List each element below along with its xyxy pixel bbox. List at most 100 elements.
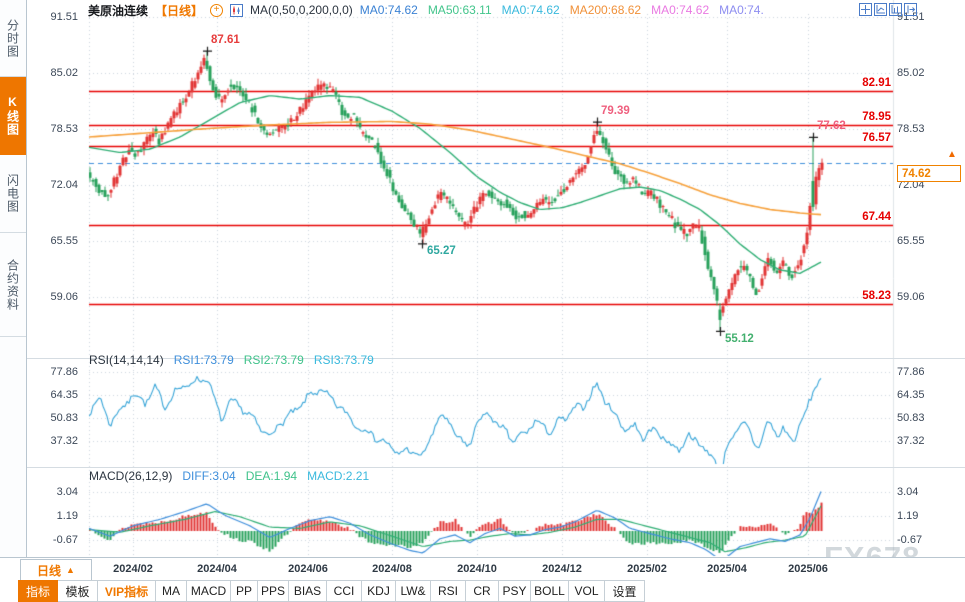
scale-time-icon[interactable] [889, 3, 902, 16]
toolbar-item-7[interactable]: PPS [258, 580, 289, 602]
macd-value-1: DIFF:3.04 [182, 469, 236, 483]
date-tick-2025-04: 2025/04 [707, 563, 747, 575]
main-axis-right-5: 65.55 [897, 234, 925, 247]
annotation-87.61: 87.61 [211, 33, 240, 46]
macd-values-group: DIFF:3.04 DEA:1.94 MACD:2.21 [182, 469, 369, 483]
toolbar-item-15[interactable]: BOLL [531, 580, 569, 602]
date-tick-2025-02: 2025/02 [627, 563, 667, 575]
level-label-58.23: 58.23 [862, 290, 891, 303]
main-axis-left-6: 59.06 [50, 290, 78, 303]
toolbar-item-2[interactable]: 模板 [58, 580, 98, 602]
macd-axis-right-2: 1.19 [897, 509, 919, 522]
period-selector-label: 日线 [37, 563, 62, 578]
dropdown-up-icon: ▲ [66, 565, 75, 575]
kline-chart-icon[interactable] [230, 3, 244, 17]
toolbar-item-11[interactable]: LW& [396, 580, 431, 602]
sidebar-item-4[interactable]: 合约资料 [0, 233, 26, 337]
sidebar-item-3[interactable]: 闪电图 [0, 155, 26, 233]
macd-axis-left-1: 3.04 [56, 485, 78, 498]
level-label-67.44: 67.44 [862, 210, 891, 223]
main-axis-left-1: 91.51 [50, 11, 78, 23]
scale-axis-icon[interactable] [874, 3, 887, 16]
toolbar-item-13[interactable]: CR [466, 580, 499, 602]
toolbar-item-17[interactable]: 设置 [605, 580, 645, 602]
ma-value-3: MA0:74.62 [501, 3, 560, 17]
toolbar-item-16[interactable]: VOL [569, 580, 605, 602]
main-axis-left-2: 85.02 [50, 66, 78, 79]
rsi-axis-right-3: 50.83 [897, 412, 925, 424]
main-axis-right-3: 78.53 [897, 122, 925, 135]
ma-value-5: MA0:74.62 [651, 3, 710, 17]
sidebar-item-2[interactable]: K线图 [0, 77, 26, 155]
main-axis-left-5: 65.55 [50, 234, 78, 247]
macd-axis-right-3: -0.67 [897, 533, 923, 546]
left-sidebar: 分时图 K线图 闪电图 合约资料 [0, 0, 27, 557]
date-tick-2024-10: 2024/10 [457, 563, 497, 575]
date-tick-2024-08: 2024/08 [372, 563, 412, 575]
level-label-78.95: 78.95 [862, 111, 891, 124]
ma-value-2: MA50:63.11 [427, 3, 492, 17]
current-price-tag: 74.62 [897, 165, 961, 182]
ma-settings-label: MA(0,50,0,200,0,0) [250, 3, 353, 17]
macd-axis-left-2: 1.19 [56, 509, 78, 522]
annotation-55.12: 55.12 [725, 332, 754, 345]
annotation-77.62: 77.62 [817, 119, 846, 132]
ma-value-4: MA200:68.62 [569, 3, 642, 17]
ma-value-6: MA0:74. [719, 3, 764, 17]
macd-axis-left-3: -0.67 [52, 533, 78, 546]
rsi-axis-right-4: 37.32 [897, 434, 925, 447]
macd-value-2: DEA:1.94 [245, 469, 298, 483]
rsi-value-3: RSI3:73.79 [313, 353, 374, 367]
macd-axis-right-1: 3.04 [897, 485, 919, 498]
instrument-title: 美原油连续 [88, 3, 149, 18]
indicator-toolbar: 指标 模板 VIP指标 MA MACD PP PPS BIAS CCI KDJ LW& RSI CR PS… [18, 580, 645, 602]
toolbar-item-1[interactable]: 指标 [18, 580, 58, 602]
ma-values-group: MA0:74.62 MA50:63.11 MA0:74.62 MA200:68.62 M… [360, 3, 764, 17]
main-axis-left-4: 72.04 [50, 178, 78, 191]
period-selector[interactable]: 日线 ▲ [20, 559, 92, 581]
shift-right-icon[interactable] [904, 3, 917, 16]
rsi-values-group: RSI1:73.79 RSI2:73.79 RSI3:73.79 [174, 353, 374, 367]
toolbar-item-10[interactable]: KDJ [362, 580, 396, 602]
toolbar-item-4[interactable]: MA [156, 580, 187, 602]
main-axis-right-6: 59.06 [897, 290, 925, 303]
rsi-value-1: RSI1:73.79 [173, 353, 234, 367]
level-label-82.91: 82.91 [862, 77, 891, 90]
macd-value-3: MACD:2.21 [307, 469, 370, 483]
toolbar-item-12[interactable]: RSI [431, 580, 466, 602]
toolbar-item-9[interactable]: CCI [327, 580, 362, 602]
rsi-value-2: RSI2:73.79 [243, 353, 304, 367]
chart-header: 美原油连续 【日线】 + MA(0,50,0,200,0,0) MA0:74.6… [88, 2, 764, 18]
date-tick-2025-06: 2025/06 [788, 563, 828, 575]
sidebar-item-1[interactable]: 分时图 [0, 0, 26, 77]
current-price-value: 74.62 [902, 168, 931, 180]
main-axis-left-3: 78.53 [50, 122, 78, 135]
price-up-arrow-icon: ▲ [947, 149, 957, 160]
ma-value-1: MA0:74.62 [359, 3, 418, 17]
toolbar-item-3[interactable]: VIP指标 [98, 580, 156, 602]
rsi-axis-right-1: 77.86 [897, 366, 925, 378]
chart-layout-buttons [859, 3, 917, 16]
date-axis: 日线 ▲ 2024/02 2024/04 2024/06 2024/08 2024/10… [0, 557, 965, 581]
toolbar-item-8[interactable]: BIAS [289, 580, 327, 602]
rsi-panel-header: RSI(14,14,14) RSI1:73.79 RSI2:73.79 RSI3:7… [89, 353, 374, 367]
rsi-axis-right-2: 64.35 [897, 388, 925, 401]
date-tick-2024-02: 2024/02 [113, 563, 153, 575]
main-axis-right-2: 85.02 [897, 66, 925, 79]
date-tick-2024-12: 2024/12 [542, 563, 582, 575]
toolbar-item-5[interactable]: MACD [187, 580, 231, 602]
macd-name: MACD(26,12,9) [89, 469, 173, 483]
annotation-79.39: 79.39 [601, 104, 630, 117]
macd-panel-header: MACD(26,12,9) DIFF:3.04 DEA:1.94 MACD:2.21 [89, 469, 369, 483]
rsi-axis-left-3: 50.83 [50, 412, 78, 424]
level-label-76.57: 76.57 [862, 131, 891, 144]
crosshair-icon[interactable] [859, 3, 872, 16]
period-tag: 【日线】 [155, 3, 204, 18]
toolbar-item-14[interactable]: PSY [499, 580, 531, 602]
rsi-name: RSI(14,14,14) [89, 353, 164, 367]
toolbar-item-6[interactable]: PP [231, 580, 258, 602]
add-indicator-icon[interactable]: + [210, 3, 224, 17]
panel-divider-rsi [27, 358, 965, 359]
